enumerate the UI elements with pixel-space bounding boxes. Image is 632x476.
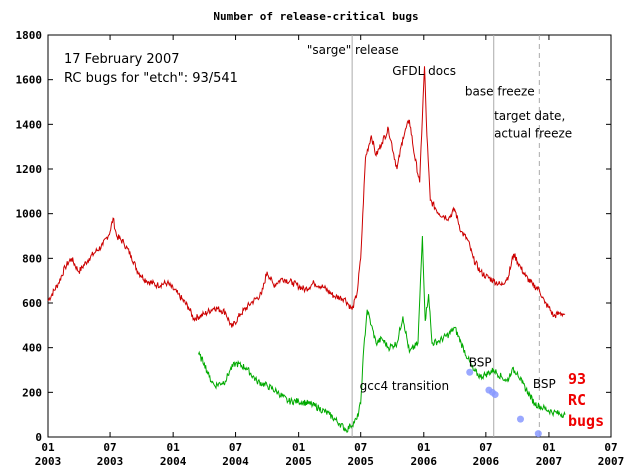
x-tick-year: 2004	[222, 455, 249, 468]
annotation-label: BSP	[469, 356, 492, 370]
x-tick-month: 07	[479, 441, 492, 454]
annotation-label: "sarge" release	[307, 43, 399, 57]
x-tick-year: 2003	[35, 455, 62, 468]
plot-frame	[47, 34, 612, 438]
y-tick-label: 800	[22, 252, 42, 265]
annotation-label: gcc4 transition	[360, 379, 449, 393]
x-axis: 0120030720030120040720040120050720050120…	[35, 35, 625, 468]
y-tick-label: 1000	[16, 208, 43, 221]
x-tick-month: 01	[542, 441, 556, 454]
x-tick-year: 2007	[536, 455, 563, 468]
annotations: "sarge" release GFDL docs base freeze targe…	[307, 43, 572, 393]
series-line-total	[47, 66, 566, 328]
y-tick-label: 1400	[16, 118, 43, 131]
series-line-etch	[198, 235, 566, 433]
x-tick-year: 2005	[347, 455, 374, 468]
bsp-marker	[491, 391, 499, 399]
x-tick-year: 2006	[411, 455, 438, 468]
y-axis: 0 200 400 600 800 1000 1200 1400 1600 1800	[16, 29, 611, 444]
y-tick-label: 1800	[16, 29, 43, 42]
x-tick-year: 2006	[473, 455, 500, 468]
series-layer	[47, 66, 566, 433]
y-tick-label: 1200	[16, 163, 43, 176]
bsp-marker	[534, 430, 542, 438]
x-tick-month: 01	[292, 441, 306, 454]
annotation-label: BSP	[533, 377, 556, 391]
x-tick-year: 2005	[285, 455, 312, 468]
chart-title: Number of release-critical bugs	[213, 10, 418, 23]
current-count-rc: RC	[568, 391, 586, 409]
annotation-label: target date,	[494, 109, 565, 123]
x-tick-month: 07	[103, 441, 116, 454]
x-tick-year: 2004	[160, 455, 187, 468]
y-tick-label: 600	[22, 297, 42, 310]
info-date: 17 February 2007	[64, 52, 180, 67]
x-tick-year: 2007	[598, 455, 625, 468]
x-tick-month: 07	[604, 441, 617, 454]
x-tick-month: 01	[41, 441, 55, 454]
bsp-markers	[466, 368, 542, 438]
current-count-number: 93	[568, 370, 586, 388]
bsp-marker	[466, 368, 474, 376]
annotation-label: base freeze	[465, 84, 535, 98]
bsp-marker	[516, 415, 524, 423]
current-count-bugs: bugs	[568, 412, 604, 430]
x-tick-month: 01	[417, 441, 431, 454]
annotation-label: actual freeze	[494, 127, 572, 141]
y-tick-label: 0	[35, 431, 42, 444]
x-tick-month: 07	[354, 441, 367, 454]
x-tick-month: 07	[229, 441, 242, 454]
x-tick-month: 01	[167, 441, 181, 454]
y-tick-label: 200	[22, 386, 42, 399]
y-tick-label: 400	[22, 342, 42, 355]
info-rc-count: RC bugs for "etch": 93/541	[64, 71, 238, 86]
annotation-label: GFDL docs	[392, 64, 456, 78]
y-tick-label: 1600	[16, 74, 43, 87]
x-tick-year: 2003	[97, 455, 124, 468]
